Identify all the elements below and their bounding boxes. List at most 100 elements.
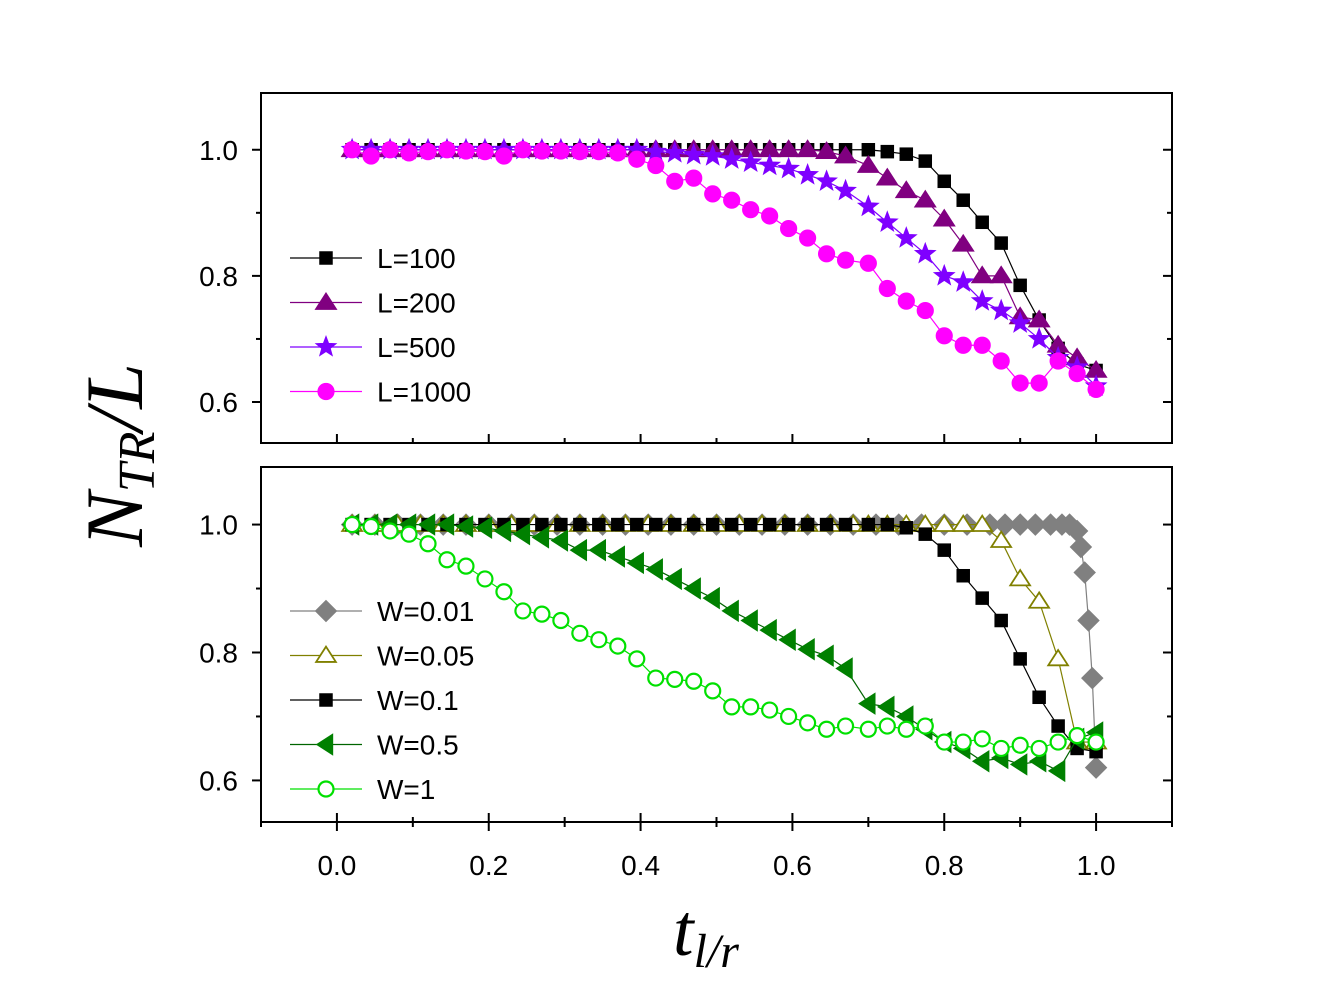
legend-entry: W=0.1	[290, 685, 459, 716]
data-point	[381, 522, 399, 540]
data-point	[935, 327, 953, 345]
data-point	[590, 631, 608, 649]
data-point	[951, 514, 975, 532]
data-point	[743, 517, 758, 532]
data-point	[685, 672, 703, 690]
data-point	[875, 210, 899, 232]
data-point	[836, 251, 855, 269]
data-point	[455, 515, 474, 538]
x-tick-label: 1.0	[1077, 850, 1116, 881]
data-point	[816, 644, 834, 667]
y-tick-label: 0.8	[199, 261, 238, 292]
data-point	[861, 517, 876, 532]
data-point	[569, 538, 588, 562]
data-point	[531, 526, 550, 549]
data-point	[1046, 648, 1070, 667]
legend-marker	[317, 382, 335, 401]
legend-entry: W=0.01	[290, 596, 474, 627]
data-point	[1068, 365, 1086, 383]
data-point	[1009, 753, 1028, 776]
legend-label: L=100	[377, 243, 456, 274]
data-point	[817, 245, 836, 263]
data-point	[937, 543, 951, 557]
data-point	[552, 142, 570, 160]
data-point	[512, 522, 531, 546]
data-point	[476, 570, 494, 588]
data-point	[436, 513, 455, 536]
y-tick-label: 0.6	[199, 387, 238, 418]
data-point	[970, 514, 994, 532]
data-point	[647, 156, 665, 175]
legend-marker	[317, 780, 335, 798]
data-point	[856, 194, 880, 217]
data-point	[780, 707, 798, 726]
data-point	[899, 147, 914, 161]
data-point	[798, 714, 817, 732]
data-point	[550, 529, 569, 552]
data-point	[666, 670, 684, 688]
y-tick-label: 1.0	[199, 135, 238, 166]
legend-label: W=0.01	[377, 596, 474, 627]
data-point	[626, 551, 644, 575]
data-point	[686, 517, 701, 532]
x-tick-label: 0.8	[925, 850, 964, 881]
data-point	[704, 682, 722, 700]
data-point	[1049, 352, 1067, 370]
data-point	[1069, 535, 1093, 559]
data-point	[1011, 374, 1029, 392]
series-line	[352, 523, 1097, 753]
series-line	[352, 523, 1097, 750]
data-point	[878, 717, 896, 735]
data-point	[343, 141, 361, 159]
data-point	[975, 215, 989, 230]
data-point	[552, 611, 570, 630]
data-point	[533, 605, 551, 623]
data-point	[628, 650, 646, 668]
data-point	[932, 514, 956, 532]
data-point	[956, 193, 970, 207]
data-point	[417, 513, 436, 536]
data-point	[859, 720, 877, 738]
data-point	[856, 154, 880, 173]
data-point	[702, 586, 720, 610]
legend-entry: L=1000	[290, 377, 471, 408]
data-point	[474, 516, 493, 540]
data-point	[798, 229, 817, 247]
data-point	[973, 336, 991, 354]
data-point	[994, 613, 1008, 628]
data-point	[1051, 719, 1065, 733]
data-point	[838, 517, 853, 532]
data-point	[739, 150, 763, 173]
data-point	[645, 558, 663, 581]
data-point	[954, 733, 972, 751]
data-point	[438, 551, 456, 569]
data-point	[954, 336, 972, 354]
data-point	[951, 233, 975, 252]
data-point	[975, 591, 989, 605]
data-point	[609, 637, 627, 655]
data-point	[666, 172, 684, 190]
data-point	[644, 139, 668, 162]
legend-marker	[314, 599, 338, 623]
data-point	[1073, 561, 1096, 584]
data-point	[1013, 652, 1027, 666]
legend-entry: L=100	[290, 243, 456, 274]
data-point	[781, 517, 796, 532]
series-line	[351, 149, 1097, 390]
data-point	[1049, 733, 1067, 751]
data-point	[495, 583, 513, 601]
legend-entry: W=1	[290, 774, 435, 805]
legend-entry: L=200	[290, 288, 456, 319]
data-point	[724, 517, 739, 532]
data-point	[571, 624, 589, 642]
data-point	[1027, 590, 1051, 609]
data-point	[1027, 309, 1051, 328]
legend-label: W=0.05	[377, 641, 474, 672]
data-point	[970, 265, 994, 284]
data-point	[932, 263, 956, 286]
data-point	[705, 517, 720, 532]
data-point	[935, 733, 953, 751]
data-point	[780, 219, 798, 238]
data-point	[759, 618, 777, 642]
